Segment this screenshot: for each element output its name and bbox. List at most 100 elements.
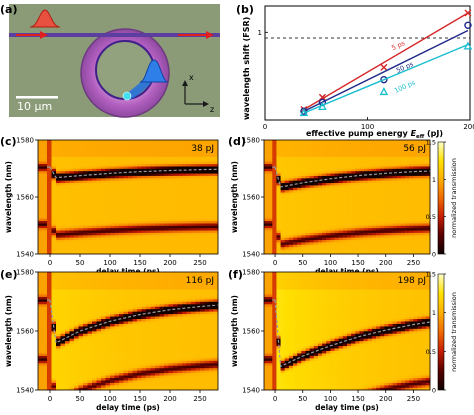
heatmap-cell <box>78 175 84 179</box>
heatmap-cell <box>105 358 111 361</box>
heatmap-cell <box>276 163 281 167</box>
heatmap-cell <box>417 147 422 150</box>
heatmap-cell <box>313 211 319 214</box>
heatmap-cell <box>276 151 281 155</box>
heatmap-cell <box>186 220 192 224</box>
heatmap-cell <box>200 144 205 148</box>
heatmap-cell <box>359 140 364 143</box>
heatmap-cell <box>105 377 111 381</box>
heatmap-cell <box>96 303 102 307</box>
heatmap-cell <box>42 377 48 381</box>
heatmap-cell <box>264 154 269 157</box>
heatmap-cell <box>42 299 48 302</box>
heatmap-cell <box>110 144 115 148</box>
heatmap-cell <box>101 348 106 351</box>
heatmap-cell <box>69 149 75 153</box>
heatmap-cell <box>141 156 147 160</box>
heatmap-cell <box>288 223 294 226</box>
heatmap-cell <box>155 242 160 245</box>
heatmap-cell <box>371 206 377 210</box>
heatmap-cell <box>69 166 75 169</box>
heatmap-cell <box>268 225 273 229</box>
heatmap-cell <box>388 220 393 224</box>
heatmap-cell <box>101 175 106 179</box>
heatmap-cell <box>301 149 306 153</box>
heatmap-cell <box>317 149 323 153</box>
heatmap-cell <box>69 142 75 146</box>
heatmap-cell <box>114 385 120 388</box>
heatmap-cell <box>334 170 339 174</box>
heatmap-cell <box>110 318 115 322</box>
heatmap-cell <box>400 197 406 200</box>
heatmap-cell <box>96 237 102 241</box>
heatmap-cell <box>405 182 410 186</box>
heatmap-cell <box>159 251 165 255</box>
heatmap-cell <box>425 182 431 186</box>
heatmap-cell <box>168 242 174 245</box>
heatmap-cell <box>400 161 406 165</box>
heatmap-cell <box>92 372 97 376</box>
heatmap-cell <box>47 338 52 342</box>
heatmap-cell <box>42 301 48 305</box>
heatmap-cell <box>83 328 88 332</box>
heatmap-cell <box>164 156 169 160</box>
heatmap-cell <box>69 197 75 200</box>
heatmap-cell <box>305 201 310 205</box>
heatmap-cell <box>317 206 323 210</box>
heatmap-cell <box>204 194 210 198</box>
heatmap-cell <box>209 227 214 231</box>
heatmap-cell <box>342 170 348 174</box>
heatmap-cell <box>101 170 106 174</box>
heatmap-cell <box>195 216 201 219</box>
heatmap-cell <box>168 151 174 155</box>
heatmap-cell <box>288 206 294 210</box>
heatmap-cell <box>305 251 310 255</box>
heatmap-cell <box>56 326 61 329</box>
heatmap-cell <box>83 168 88 172</box>
heatmap-cell <box>60 242 66 245</box>
heatmap-cell <box>65 154 70 157</box>
heatmap-cell <box>51 218 57 222</box>
heatmap-cell <box>209 251 214 255</box>
heatmap-cell <box>405 235 410 238</box>
heatmap-cell <box>342 163 348 167</box>
heatmap-cell <box>396 199 402 203</box>
heatmap-cell <box>301 249 306 252</box>
heatmap-cell <box>96 358 102 361</box>
heatmap-cell <box>338 211 344 214</box>
heatmap-cell <box>137 154 142 157</box>
heatmap-cell <box>65 387 70 391</box>
heatmap-cell <box>110 163 115 167</box>
heatmap-cell <box>264 185 269 188</box>
heatmap-cell <box>56 289 61 292</box>
heatmap-cell <box>425 237 431 241</box>
heatmap-cell <box>317 156 323 160</box>
heatmap-cell <box>371 187 377 191</box>
heatmap-cell <box>421 237 427 241</box>
heatmap-cell <box>409 142 414 146</box>
heatmap-cell <box>83 316 88 320</box>
heatmap-cell <box>367 211 373 214</box>
heatmap-cell <box>182 216 187 219</box>
heatmap-cell <box>38 326 43 329</box>
heatmap-cell <box>65 318 70 322</box>
heatmap-cell <box>413 211 418 214</box>
heatmap-cell <box>276 230 281 233</box>
heatmap-cell <box>132 387 138 391</box>
heatmap-cell <box>69 211 75 214</box>
heatmap-cell <box>128 197 133 200</box>
heatmap-cell <box>69 218 75 222</box>
heatmap-cell <box>209 237 214 241</box>
heatmap-cell <box>200 204 205 207</box>
heatmap-cell <box>330 223 335 226</box>
heatmap-cell <box>293 142 298 146</box>
heatmap-cell <box>83 345 88 349</box>
heatmap-cell <box>110 192 115 195</box>
heatmap-cell <box>421 246 427 250</box>
heatmap-cell <box>56 296 61 300</box>
heatmap-cell <box>413 251 418 255</box>
heatmap-cell <box>128 311 133 315</box>
heatmap-cell <box>51 194 57 198</box>
heatmap-cell <box>355 144 360 148</box>
x-tick-label: 200 <box>463 123 474 131</box>
